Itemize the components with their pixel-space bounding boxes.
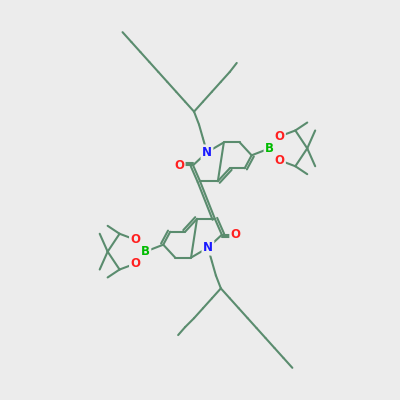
Text: O: O: [174, 159, 184, 172]
Text: B: B: [265, 142, 274, 155]
Text: N: N: [202, 146, 212, 159]
Text: N: N: [203, 241, 213, 254]
Text: B: B: [141, 245, 150, 258]
Text: O: O: [231, 228, 241, 241]
Text: O: O: [274, 154, 284, 167]
Text: O: O: [130, 257, 140, 270]
Text: O: O: [130, 233, 140, 246]
Text: O: O: [274, 130, 284, 143]
